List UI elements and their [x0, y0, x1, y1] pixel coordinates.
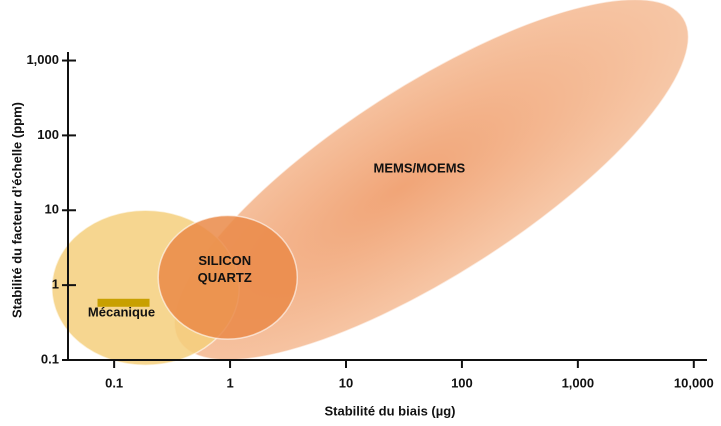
x-tick-label: 1,000	[562, 375, 595, 390]
x-axis-label: Stabilité du biais (µg)	[325, 403, 456, 418]
y-tick-label: 10	[45, 202, 59, 217]
y-axis-label: Stabilité du facteur d’échelle (ppm)	[9, 102, 24, 318]
x-tick-label: 1	[226, 375, 233, 390]
region-label: SILICON QUARTZ	[197, 253, 252, 286]
y-tick-label: 100	[37, 127, 59, 142]
x-tick-label: 10	[339, 375, 353, 390]
region-label: MEMS/MOEMS	[373, 160, 466, 176]
x-tick-label: 10,000	[674, 375, 714, 390]
y-tick-label: 0.1	[41, 351, 59, 366]
region-ellipse	[173, 0, 690, 361]
x-tick-label: 100	[451, 375, 473, 390]
region-label: Mécanique	[87, 304, 156, 320]
regions	[51, 0, 690, 367]
label-marker	[97, 298, 150, 307]
y-tick-label: 1,000	[26, 52, 59, 67]
x-tick-label: 0.1	[105, 375, 123, 390]
y-tick-label: 1	[52, 277, 59, 292]
region-ellipse	[157, 214, 299, 340]
